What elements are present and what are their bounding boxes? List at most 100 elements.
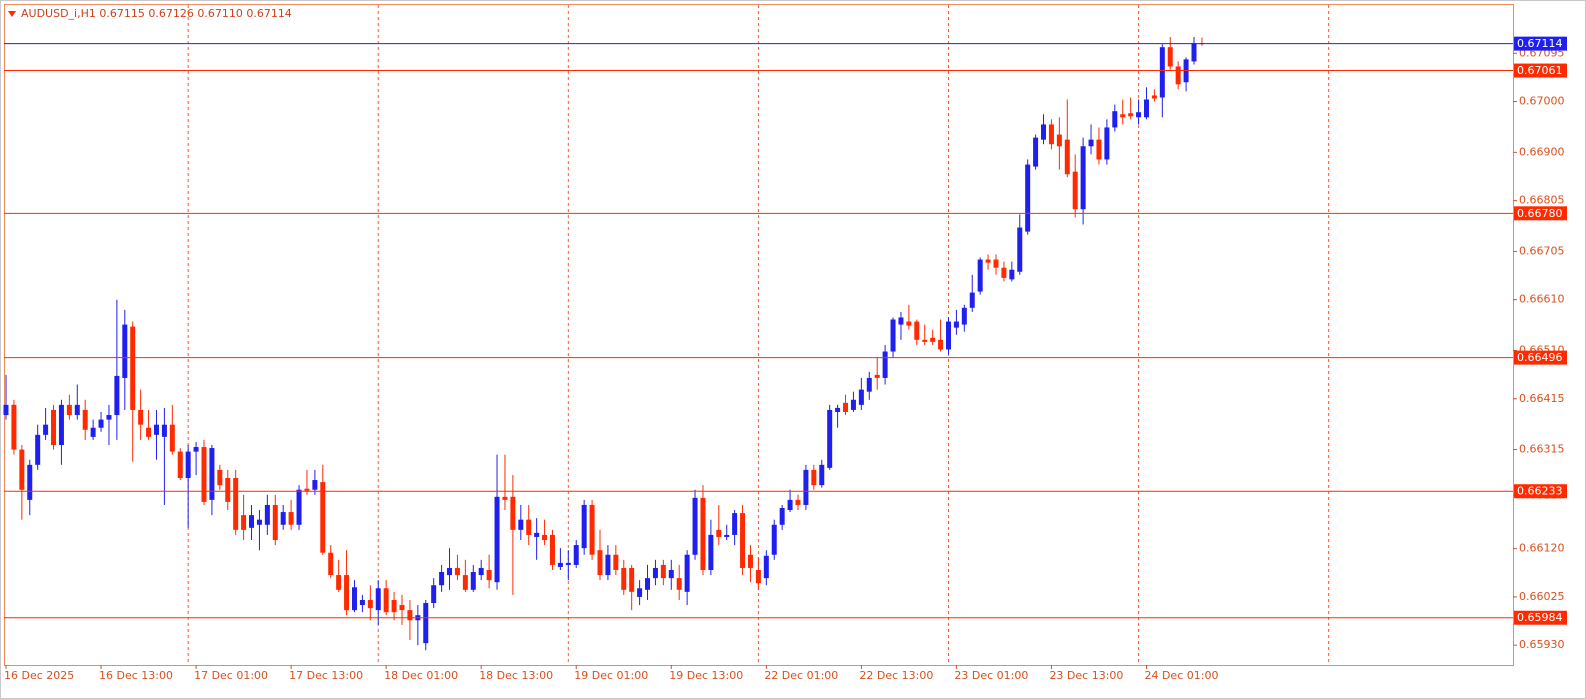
candle-body	[1025, 164, 1031, 232]
candle-body	[312, 480, 318, 490]
candle-body	[423, 603, 429, 644]
candle-body	[795, 499, 801, 505]
candle-body	[66, 404, 72, 416]
level-label-bg	[1514, 484, 1567, 499]
candle-body	[1159, 47, 1165, 98]
chart-title: AUDUSD_i,H1 0.67115 0.67126 0.67110 0.67…	[21, 7, 292, 20]
candle-body	[146, 427, 152, 437]
candle-body	[122, 324, 128, 378]
candle-body	[447, 567, 453, 576]
candle-body	[391, 599, 397, 613]
candle-body	[74, 404, 80, 416]
candle-body	[573, 545, 579, 565]
candle-body	[296, 489, 302, 525]
candle-body	[637, 588, 643, 597]
candle-body	[454, 567, 460, 576]
level-label-bg	[1514, 206, 1567, 221]
x-tick-label: 23 Dec 13:00	[1049, 669, 1123, 682]
candle-body	[502, 496, 508, 500]
candle-body	[740, 513, 746, 568]
y-tick-label: 0.66610	[1519, 293, 1565, 306]
candle-body	[130, 326, 136, 410]
candle-body	[1104, 127, 1110, 160]
candle-body	[629, 567, 635, 592]
y-tick-label: 0.66120	[1519, 542, 1565, 555]
candle-body	[692, 497, 698, 555]
level-label: 0.67061	[1517, 64, 1563, 77]
candle-body	[470, 572, 476, 590]
candle-body	[431, 585, 437, 604]
candle-body	[264, 504, 270, 525]
candle-body	[193, 447, 199, 452]
y-tick-label: 0.66705	[1519, 244, 1565, 257]
y-tick-label: 0.65930	[1519, 638, 1565, 651]
candle-body	[922, 339, 928, 342]
candle-body	[241, 515, 247, 530]
candle-body	[478, 567, 484, 576]
candle-body	[716, 529, 722, 537]
candle-body	[938, 339, 944, 350]
candle-body	[375, 588, 381, 611]
candle-body	[19, 449, 25, 490]
candle-body	[249, 515, 255, 528]
candle-body	[98, 419, 104, 428]
candle-body	[755, 569, 761, 584]
candle-body	[3, 404, 9, 416]
y-tick-label: 0.66805	[1519, 194, 1565, 207]
candle-body	[874, 374, 880, 378]
candle-body	[549, 534, 555, 565]
candle-body	[225, 478, 231, 502]
candle-body	[890, 319, 896, 352]
candle-body	[985, 259, 991, 263]
candle-body	[367, 599, 373, 609]
candle-body	[328, 552, 334, 576]
candle-body	[256, 519, 262, 525]
candle-body	[114, 375, 120, 416]
candle-body	[668, 569, 674, 579]
candle-body	[106, 415, 112, 420]
candle-body	[27, 464, 33, 500]
y-tick-label: 0.66900	[1519, 145, 1565, 158]
candle-body	[280, 512, 286, 525]
candle-body	[383, 588, 389, 613]
x-tick-label: 18 Dec 13:00	[479, 669, 553, 682]
candle-body	[811, 469, 817, 486]
candle-body	[359, 599, 365, 606]
x-tick-label: 22 Dec 01:00	[764, 669, 838, 682]
candle-body	[652, 567, 658, 579]
candle-body	[945, 321, 951, 350]
candle-body	[169, 424, 175, 452]
y-tick-label: 0.67000	[1519, 95, 1565, 108]
candle-body	[779, 508, 785, 525]
candle-body	[787, 499, 793, 511]
candle-body	[1175, 66, 1181, 85]
candle-body	[288, 512, 294, 525]
candle-body	[676, 578, 682, 590]
candle-body	[747, 554, 753, 568]
candle-body	[233, 478, 239, 530]
level-label-bg	[1514, 63, 1567, 78]
candle-body	[1096, 139, 1102, 160]
candle-body	[82, 409, 88, 430]
x-tick-label: 17 Dec 01:00	[194, 669, 268, 682]
candle-body	[906, 321, 912, 326]
current-price-label-bg	[1514, 36, 1567, 51]
candle-body	[763, 555, 769, 579]
plot-border	[4, 4, 1514, 666]
candle-body	[336, 575, 342, 590]
candle-body	[90, 427, 96, 437]
candle-body	[1136, 112, 1142, 118]
level-label: 0.66233	[1517, 485, 1563, 498]
y-tick-label: 0.66415	[1519, 392, 1565, 405]
candle-body	[1048, 124, 1054, 145]
candle-body	[930, 337, 936, 342]
candle-body	[209, 448, 215, 500]
candle-body	[866, 377, 872, 392]
candle-body	[510, 496, 516, 530]
candle-body	[597, 550, 603, 576]
level-label: 0.65984	[1517, 611, 1563, 624]
candle-body	[1128, 113, 1134, 117]
